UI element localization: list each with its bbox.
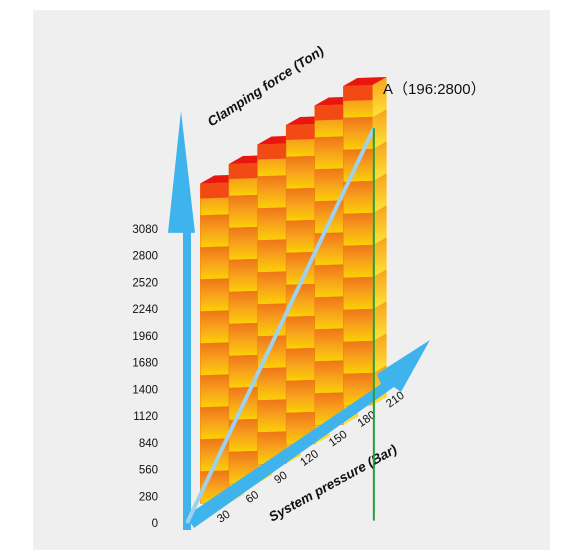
y-tick-label: 1400 bbox=[132, 384, 158, 396]
bar-cube-side bbox=[372, 109, 387, 149]
y-tick-label: 560 bbox=[139, 465, 158, 477]
bar-cube-side bbox=[372, 205, 387, 245]
x-tick-label: 90 bbox=[272, 469, 289, 486]
y-tick-label: 2800 bbox=[132, 251, 158, 263]
bar-top-face bbox=[257, 143, 287, 160]
x-tick-label: 210 bbox=[384, 390, 407, 411]
bar-cube-side bbox=[372, 269, 387, 309]
bar-cube-front bbox=[200, 310, 230, 344]
bar-cube-front bbox=[228, 322, 259, 357]
overlay-group: A（196:2800） bbox=[185, 81, 486, 524]
axes-group bbox=[168, 111, 430, 530]
bar-cube-side bbox=[372, 77, 387, 117]
bar-top-cap bbox=[343, 77, 387, 86]
bar-cube-front bbox=[228, 258, 259, 293]
x-axis-arrow bbox=[186, 340, 430, 528]
bar-cube-front bbox=[200, 214, 230, 248]
bar-cube-front bbox=[343, 212, 373, 247]
bar-cube-front bbox=[200, 246, 230, 280]
bar-cube-side bbox=[372, 173, 387, 213]
bar-cube-front bbox=[257, 367, 288, 401]
y-tick-label: 1680 bbox=[132, 358, 158, 370]
y-tick-label: 280 bbox=[139, 491, 158, 503]
bar-cube-front bbox=[257, 239, 288, 273]
bar-cube-side bbox=[372, 237, 387, 277]
bar-cube-front bbox=[285, 219, 316, 254]
bar-cube-side bbox=[372, 333, 387, 373]
bar-cube-front bbox=[343, 308, 373, 343]
bar-cube-front bbox=[228, 290, 259, 325]
y-axis-title: Clamping force (Ton) bbox=[205, 43, 327, 130]
bar-cube-front bbox=[228, 226, 259, 261]
bar-cube-front bbox=[285, 379, 316, 414]
bar-cube-front bbox=[200, 406, 230, 440]
bar-cube-front bbox=[343, 116, 373, 151]
bar-cube-front bbox=[314, 360, 345, 394]
y-tick-label: 3080 bbox=[132, 224, 158, 236]
bar-cube-side bbox=[372, 301, 387, 341]
bar-cube-front bbox=[200, 342, 230, 376]
reference-line bbox=[185, 127, 376, 524]
y-tick-label: 1960 bbox=[132, 331, 158, 343]
y-tick-label: 0 bbox=[152, 518, 158, 530]
bar-cube-front bbox=[200, 278, 230, 312]
annotation-label: A（196:2800） bbox=[383, 81, 486, 98]
bar-cube-front bbox=[314, 200, 345, 234]
bar-cube-front bbox=[285, 187, 316, 222]
bar-cube-front bbox=[314, 232, 345, 266]
bar-cube-front bbox=[314, 264, 345, 298]
bar-top-face bbox=[286, 124, 316, 140]
y-axis-arrow bbox=[168, 111, 195, 530]
bar-cube-front bbox=[314, 328, 345, 362]
bar-top-face bbox=[200, 182, 230, 199]
y-tick-label: 1120 bbox=[133, 411, 158, 423]
bar-cube-front bbox=[257, 175, 288, 209]
bar-cube-side bbox=[372, 141, 387, 181]
y-tick-label: 2520 bbox=[132, 277, 158, 289]
bar-cube-front bbox=[257, 399, 288, 433]
bar-top-face bbox=[314, 104, 344, 121]
bar-column-180 bbox=[343, 77, 387, 407]
bar-cube-front bbox=[343, 340, 373, 375]
bar-cube-front bbox=[257, 207, 288, 241]
bars-group bbox=[200, 77, 387, 504]
y-tick-label: 840 bbox=[139, 438, 158, 450]
bar-cube-front bbox=[285, 315, 316, 350]
bar-cube-front bbox=[200, 374, 230, 408]
y-tick-label: 2240 bbox=[132, 304, 158, 316]
bar-cube-front bbox=[285, 155, 316, 190]
bar-cube-front bbox=[343, 276, 373, 311]
bar-cube-front bbox=[314, 296, 345, 330]
bar-cube-front bbox=[228, 194, 259, 229]
x-tick-label: 60 bbox=[244, 489, 261, 506]
bar-cube-front bbox=[314, 136, 345, 170]
bar-cube-front bbox=[257, 271, 288, 305]
bar-top-face bbox=[343, 85, 373, 101]
bar-cube-front bbox=[343, 244, 373, 279]
bar-cube-front bbox=[285, 347, 316, 382]
bar-top-face bbox=[228, 163, 259, 179]
